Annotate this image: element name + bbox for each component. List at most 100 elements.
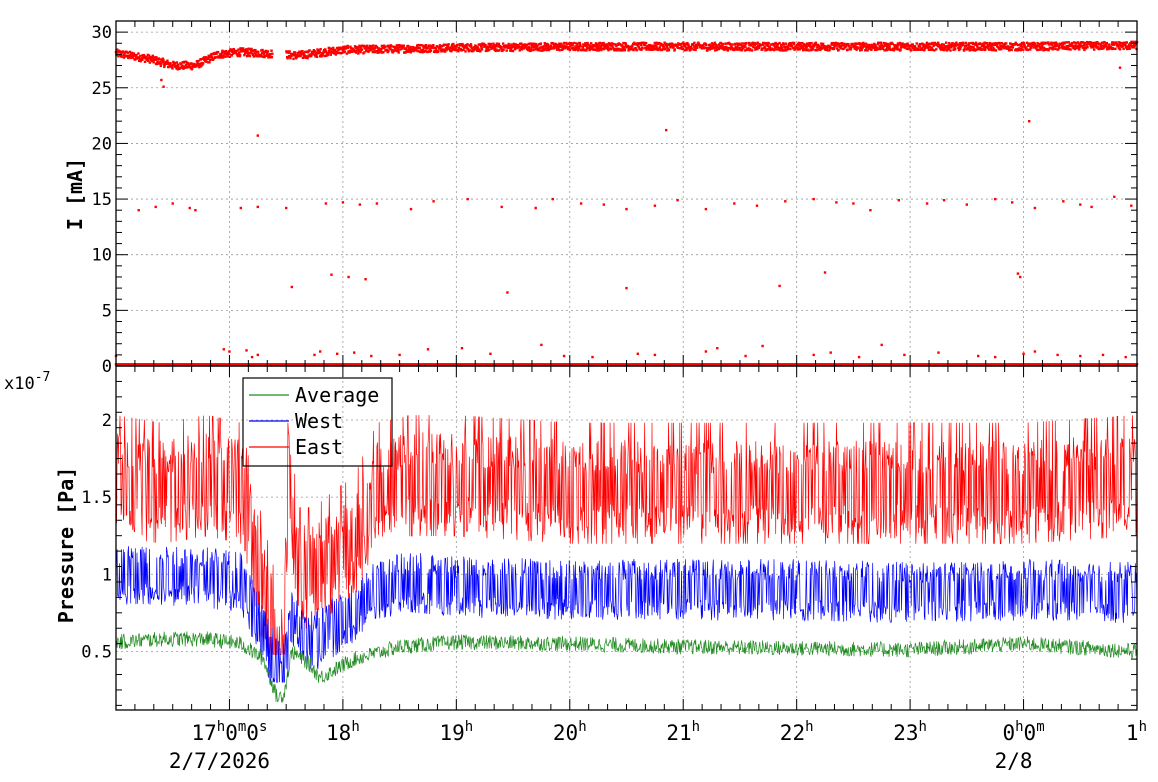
current-point — [235, 49, 238, 53]
current-point-zero — [446, 363, 449, 366]
current-point — [612, 43, 615, 46]
current-point — [505, 49, 508, 52]
current-point-zero — [433, 363, 436, 366]
current-point — [197, 64, 201, 67]
current-point-zero — [346, 363, 349, 366]
current-point — [1107, 43, 1111, 46]
current-point — [535, 42, 538, 46]
current-point-zero — [805, 363, 809, 366]
current-point — [1008, 46, 1011, 49]
current-point — [502, 42, 505, 45]
current-point — [611, 46, 615, 49]
current-point — [682, 41, 685, 44]
current-point — [486, 45, 490, 49]
current-point — [835, 44, 838, 47]
current-point — [531, 42, 534, 45]
current-point — [703, 46, 706, 49]
current-point-zero — [958, 363, 962, 366]
current-point — [581, 46, 585, 49]
current-point — [879, 45, 882, 49]
current-point-outlier — [285, 206, 288, 210]
current-point-zero — [174, 363, 177, 366]
current-point — [1105, 43, 1108, 47]
current-point — [594, 48, 597, 52]
current-point — [940, 46, 943, 49]
current-point-zero — [291, 363, 295, 366]
current-point-zero — [404, 363, 407, 366]
current-point — [622, 41, 625, 45]
current-point — [718, 43, 721, 46]
current-point — [449, 46, 453, 50]
current-point-zero — [1100, 363, 1103, 366]
current-point-zero — [196, 363, 199, 366]
current-point-zero — [591, 363, 594, 366]
current-point-zero — [715, 363, 718, 366]
current-point-zero — [336, 363, 339, 366]
current-point-zero — [817, 363, 820, 366]
current-point — [395, 44, 398, 47]
current-point-zero — [838, 363, 841, 366]
current-point-zero — [467, 363, 470, 366]
current-point — [137, 52, 140, 55]
current-point-zero — [451, 363, 455, 366]
current-point — [1040, 41, 1043, 44]
current-point — [120, 52, 123, 55]
current-point-zero — [431, 363, 434, 366]
current-point — [719, 41, 723, 45]
current-point-zero — [768, 363, 771, 366]
current-point — [565, 43, 568, 46]
current-point-zero — [540, 363, 543, 366]
current-point — [507, 42, 510, 46]
current-point — [832, 43, 835, 46]
current-point-zero — [230, 363, 233, 366]
current-point — [237, 51, 241, 54]
current-point — [961, 41, 965, 44]
current-point — [663, 41, 666, 44]
current-point — [692, 43, 695, 46]
current-point — [459, 43, 462, 46]
current-point-zero — [860, 363, 863, 366]
current-point — [945, 41, 948, 44]
current-point — [542, 46, 545, 50]
current-point — [958, 42, 962, 45]
current-point-low — [1079, 354, 1082, 358]
current-point-zero — [875, 363, 878, 366]
current-point — [504, 46, 507, 49]
current-point — [1041, 46, 1044, 49]
current-point — [1104, 45, 1107, 48]
current-point-zero — [659, 363, 662, 366]
current-point-zero — [1071, 363, 1074, 366]
current-point-outlier — [358, 203, 362, 206]
current-point-zero — [465, 363, 468, 366]
current-point — [333, 52, 336, 55]
current-point — [338, 48, 341, 51]
current-point — [369, 48, 373, 52]
current-point — [1051, 48, 1055, 51]
current-point-zero — [138, 363, 141, 366]
current-y-axis-label: I [mA] — [63, 158, 87, 230]
current-point — [849, 46, 853, 50]
current-point-zero — [375, 363, 378, 366]
current-point — [315, 55, 319, 58]
current-point-outlier — [625, 207, 628, 211]
current-point-zero — [943, 363, 946, 366]
current-point-zero — [1103, 363, 1106, 366]
current-point-zero — [339, 363, 342, 366]
current-point — [254, 48, 257, 52]
current-point — [441, 49, 445, 53]
current-point-zero — [615, 363, 618, 366]
current-point — [859, 49, 862, 52]
current-point-zero — [142, 363, 145, 366]
current-point — [608, 44, 611, 47]
current-point — [521, 43, 524, 46]
current-point — [250, 47, 253, 51]
current-point — [432, 44, 435, 47]
current-point-zero — [863, 363, 866, 366]
current-point — [822, 42, 825, 46]
current-point — [745, 41, 748, 45]
current-point — [145, 55, 148, 59]
current-point — [506, 44, 509, 48]
current-point — [766, 47, 769, 51]
current-point-zero — [919, 363, 923, 366]
current-point — [328, 50, 332, 54]
